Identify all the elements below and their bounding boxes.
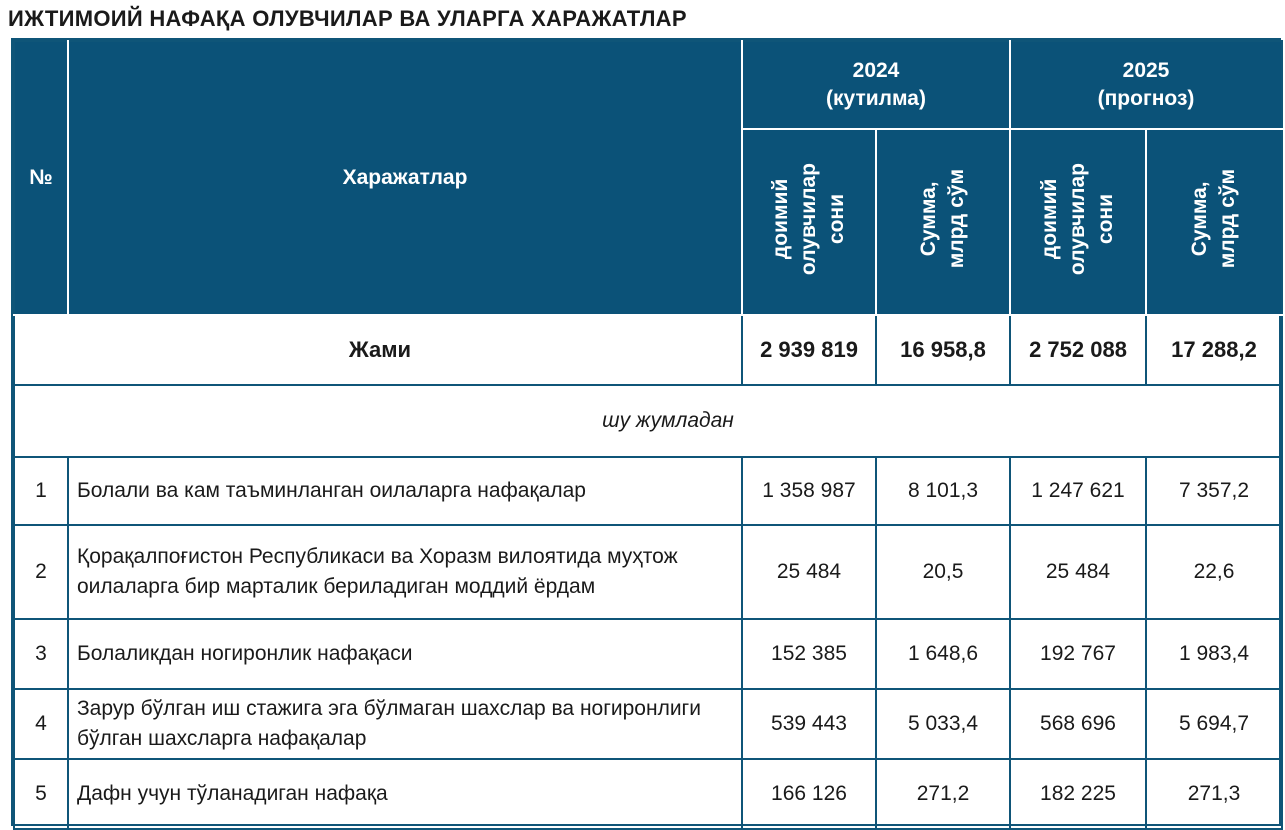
header-2025-amount-label: Сумма, млрд сўм [1188, 169, 1239, 269]
row-amount-2024: 271,2 [875, 758, 1011, 830]
row-recipients-2024: 166 126 [741, 758, 877, 830]
row-amount-2024: 5 033,4 [875, 688, 1011, 760]
row-recipients-2025: 1 247 621 [1009, 456, 1147, 526]
header-2025-amount: Сумма, млрд сўм [1145, 128, 1283, 316]
row-recipients-2025: 568 696 [1009, 688, 1147, 760]
table-row: 2 Қорақалпоғистон Республикаси ва Хоразм… [13, 524, 1283, 620]
total-label: Жами [13, 314, 743, 386]
header-year-2025-note: (прогноз) [1097, 87, 1195, 110]
total-row: Жами 2 939 819 16 958,8 2 752 088 17 288… [13, 314, 1283, 386]
row-description: Болали ва кам таъминланган оилаларга наф… [67, 456, 743, 526]
subtitle-cell: шу жумладан [13, 384, 1283, 458]
row-number: 1 [13, 456, 69, 526]
header-2025-recipients-label: доимий олувчилар сони [1038, 162, 1117, 276]
row-amount-2025: 7 357,2 [1145, 456, 1283, 526]
expenses-table: № Харажатлар 2024 (кутилма) 2025 (прогно… [13, 40, 1283, 830]
row-amount-2025: 22,6 [1145, 524, 1283, 620]
row-number: 5 [13, 758, 69, 830]
header-year-2025: 2025 (прогноз) [1009, 40, 1283, 130]
row-amount-2024: 1 648,6 [875, 618, 1011, 690]
header-year-2024-note: (кутилма) [826, 87, 926, 110]
row-description: Зарур бўлган иш стажига эга бўлмаган шах… [67, 688, 743, 760]
table-row: 5 Дафн учун тўланадиган нафақа 166 126 2… [13, 758, 1283, 830]
row-recipients-2025: 25 484 [1009, 524, 1147, 620]
header-2024-recipients: доимий олувчилар сони [741, 128, 877, 316]
total-recipients-2025: 2 752 088 [1009, 314, 1147, 386]
row-recipients-2025: 182 225 [1009, 758, 1147, 830]
header-year-2024: 2024 (кутилма) [741, 40, 1011, 130]
total-amount-2025: 17 288,2 [1145, 314, 1283, 386]
expenses-table-container: № Харажатлар 2024 (кутилма) 2025 (прогно… [11, 38, 1283, 830]
row-number: 3 [13, 618, 69, 690]
table-row: 4 Зарур бўлган иш стажига эга бўлмаган ш… [13, 688, 1283, 760]
table-row: 3 Болаликдан ногиронлик нафақаси 152 385… [13, 618, 1283, 690]
header-expenses: Харажатлар [67, 40, 743, 316]
row-amount-2024: 20,5 [875, 524, 1011, 620]
row-description: Қорақалпоғистон Республикаси ва Хоразм в… [67, 524, 743, 620]
header-year-2024-label: 2024 [852, 59, 900, 82]
total-recipients-2024: 2 939 819 [741, 314, 877, 386]
total-amount-2024: 16 958,8 [875, 314, 1011, 386]
row-description: Болаликдан ногиронлик нафақаси [67, 618, 743, 690]
header-no: № [13, 40, 69, 316]
row-amount-2025: 271,3 [1145, 758, 1283, 830]
row-recipients-2024: 539 443 [741, 688, 877, 760]
row-recipients-2025: 192 767 [1009, 618, 1147, 690]
row-recipients-2024: 25 484 [741, 524, 877, 620]
row-number: 2 [13, 524, 69, 620]
header-year-2025-label: 2025 [1122, 59, 1170, 82]
row-amount-2024: 8 101,3 [875, 456, 1011, 526]
row-amount-2025: 1 983,4 [1145, 618, 1283, 690]
table-row: 1 Болали ва кам таъминланган оилаларга н… [13, 456, 1283, 526]
subtitle-row: шу жумладан [13, 384, 1283, 458]
header-2024-recipients-label: доимий олувчилар сони [769, 162, 848, 276]
document-title: ИЖТИМОИЙ НАФАҚА ОЛУВЧИЛАР ВА УЛАРГА ХАРА… [8, 6, 687, 31]
row-recipients-2024: 1 358 987 [741, 456, 877, 526]
row-amount-2025: 5 694,7 [1145, 688, 1283, 760]
header-2025-recipients: доимий олувчилар сони [1009, 128, 1147, 316]
header-2024-amount: Сумма, млрд сўм [875, 128, 1011, 316]
row-recipients-2024: 152 385 [741, 618, 877, 690]
row-number: 4 [13, 688, 69, 760]
header-2024-amount-label: Сумма, млрд сўм [917, 169, 968, 269]
row-description: Дафн учун тўланадиган нафақа [67, 758, 743, 830]
